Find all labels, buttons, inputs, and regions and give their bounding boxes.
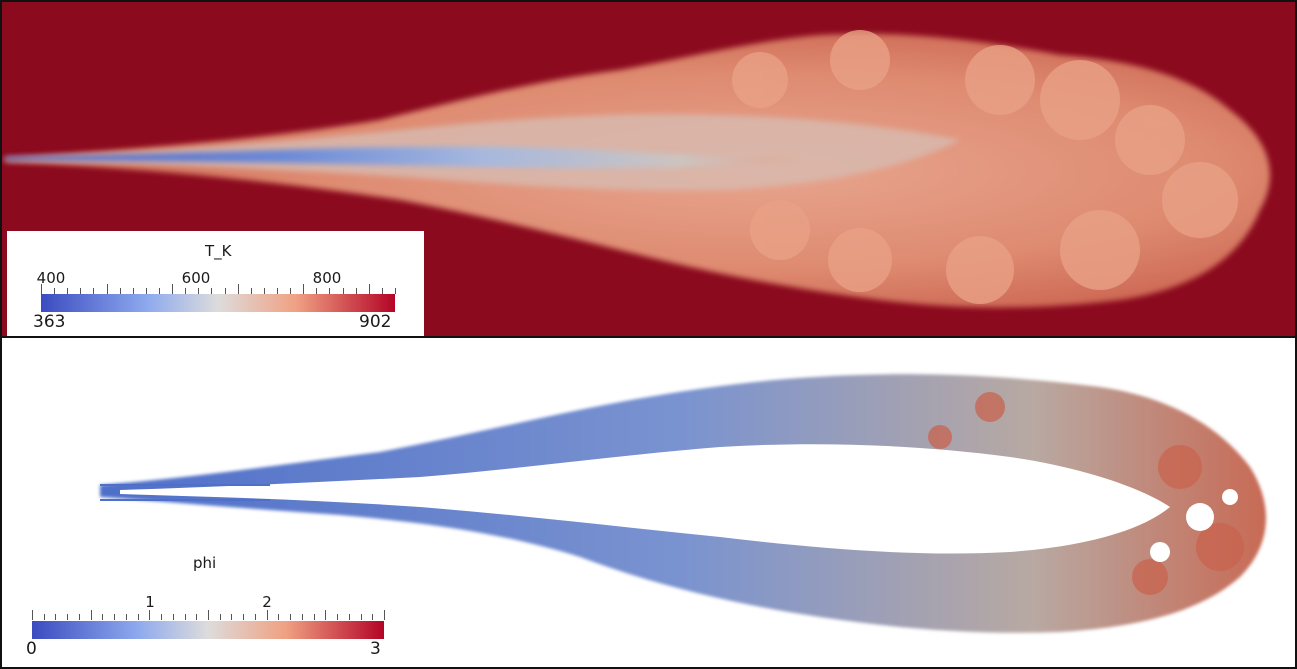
colorbar-tick xyxy=(243,614,245,620)
temperature-colorbar-legend: T_K 400 600 800 363 902 xyxy=(7,231,424,336)
colorbar-tick xyxy=(149,610,151,620)
colorbar-tick xyxy=(313,614,315,620)
colorbar-tick xyxy=(250,288,252,294)
colorbar-tick xyxy=(219,614,221,620)
colorbar-tick xyxy=(119,288,121,294)
colorbar-tick xyxy=(277,288,278,294)
colorbar-tick xyxy=(43,614,45,620)
colorbar-tick xyxy=(266,610,268,620)
colorbar-title: T_K xyxy=(205,242,232,260)
colorbar-max-label: 3 xyxy=(370,639,381,659)
colorbar-tick xyxy=(290,288,292,294)
colorbar-tick xyxy=(278,614,280,620)
colorbar-tick xyxy=(208,610,209,620)
colorbar-tick-label: 2 xyxy=(262,593,272,611)
colorbar-tick xyxy=(185,288,187,294)
colorbar-tick xyxy=(172,284,174,294)
colorbar-max-label: 902 xyxy=(359,312,392,332)
colorbar-tick xyxy=(67,288,69,294)
colorbar-tick xyxy=(329,288,331,294)
colorbar-tick xyxy=(198,288,200,294)
colorbar-min-label: 0 xyxy=(26,639,37,659)
colorbar-tick xyxy=(325,610,327,620)
colorbar-min-label: 363 xyxy=(33,312,66,332)
colorbar-title: phi xyxy=(193,554,217,572)
colorbar-tick xyxy=(211,288,213,294)
colorbar-tick xyxy=(137,614,139,620)
colorbar-tick xyxy=(102,614,104,620)
colorbar-tick xyxy=(41,284,42,294)
equivalence-ratio-field-image xyxy=(0,337,1297,669)
colorbar-tick xyxy=(290,614,292,620)
colorbar-tick xyxy=(106,284,108,294)
colorbar-tick xyxy=(54,288,56,294)
colorbar-ticks xyxy=(32,610,385,620)
colorbar-tick xyxy=(384,610,385,620)
colorbar-tick xyxy=(381,288,383,294)
colorbar-gradient xyxy=(41,294,395,312)
colorbar-tick xyxy=(368,284,370,294)
colorbar-tick xyxy=(67,614,69,620)
colorbar-tick xyxy=(159,288,160,294)
colorbar-tick xyxy=(231,614,233,620)
colorbar-tick xyxy=(372,614,374,620)
colorbar-tick xyxy=(360,614,362,620)
colorbar-tick xyxy=(78,614,80,620)
colorbar-tick xyxy=(80,288,82,294)
colorbar-tick xyxy=(348,614,350,620)
colorbar-tick xyxy=(395,288,396,294)
equivalence-ratio-field-panel: phi 1 2 0 3 xyxy=(0,337,1297,669)
colorbar-tick-label: 400 xyxy=(36,269,66,287)
temperature-field-panel: T_K 400 600 800 363 902 xyxy=(0,0,1297,337)
colorbar-tick-label: 1 xyxy=(145,593,155,611)
colorbar-tick xyxy=(224,288,226,294)
colorbar-tick xyxy=(132,288,134,294)
colorbar-tick xyxy=(301,614,303,620)
colorbar-tick xyxy=(196,614,198,620)
colorbar-ticks xyxy=(41,284,396,294)
colorbar-tick xyxy=(114,614,116,620)
colorbar-gradient xyxy=(32,621,384,639)
colorbar-tick xyxy=(55,614,57,620)
panel-divider xyxy=(0,336,1297,338)
colorbar-tick xyxy=(237,284,239,294)
colorbar-tick xyxy=(145,288,147,294)
colorbar-tick xyxy=(355,288,357,294)
colorbar-tick xyxy=(90,610,92,620)
colorbar-tick xyxy=(337,614,339,620)
colorbar-tick xyxy=(93,288,95,294)
colorbar-tick xyxy=(303,284,305,294)
colorbar-tick xyxy=(172,614,174,620)
colorbar-tick xyxy=(254,614,256,620)
colorbar-tick xyxy=(342,288,344,294)
colorbar-tick xyxy=(161,614,163,620)
colorbar-tick xyxy=(184,614,186,620)
colorbar-tick xyxy=(125,614,127,620)
colorbar-tick xyxy=(32,610,33,620)
colorbar-tick xyxy=(316,288,318,294)
colorbar-tick xyxy=(263,288,265,294)
colorbar-tick-label: 800 xyxy=(312,269,342,287)
colorbar-tick-label: 600 xyxy=(181,269,211,287)
